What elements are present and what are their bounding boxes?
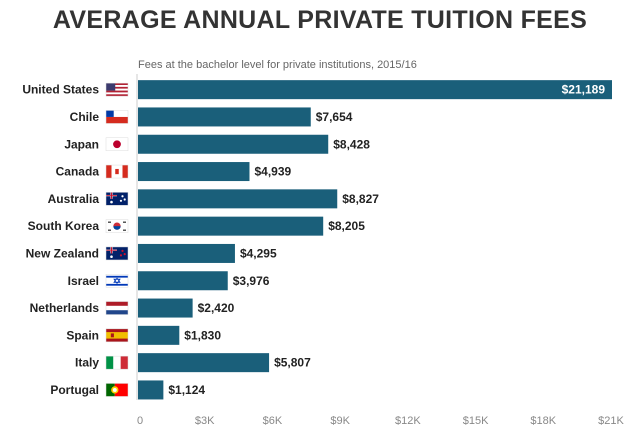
category-label: Portugal <box>50 383 99 397</box>
x-tick-label: $18K <box>530 415 556 427</box>
value-label: $8,428 <box>333 137 370 151</box>
category-label: Australia <box>48 192 100 206</box>
value-label: $5,807 <box>274 356 311 370</box>
category-label: Spain <box>66 328 99 342</box>
canada-flag-icon <box>105 164 129 179</box>
category-label: Japan <box>64 137 99 151</box>
x-tick-label: $21K <box>598 415 624 427</box>
japan-flag-icon <box>105 137 129 151</box>
x-tick-label: $15K <box>463 415 489 427</box>
bar-united-states <box>138 80 612 100</box>
new-zealand-flag-icon <box>105 246 129 261</box>
category-label: Israel <box>68 274 99 288</box>
spain-flag-icon <box>105 328 129 343</box>
bar-south-korea <box>138 216 324 236</box>
category-label: Canada <box>56 165 100 179</box>
value-label: $7,654 <box>316 110 353 124</box>
netherlands-flag-icon <box>105 301 129 315</box>
bar-chile <box>138 107 311 127</box>
portugal-flag-icon <box>105 383 129 397</box>
us-flag-icon <box>105 82 129 97</box>
value-label: $4,939 <box>254 165 291 179</box>
italy-flag-icon <box>105 355 129 370</box>
category-label: South Korea <box>28 219 100 233</box>
bar-japan <box>138 134 329 154</box>
israel-flag-icon <box>105 274 129 288</box>
bar-spain <box>138 325 180 345</box>
chart-subtitle: Fees at the bachelor level for private i… <box>138 59 417 71</box>
south-korea-flag-icon <box>105 219 129 233</box>
value-label: $1,124 <box>168 383 205 397</box>
category-label: Netherlands <box>30 301 100 315</box>
category-label: Italy <box>75 356 99 370</box>
value-label: $4,295 <box>240 246 277 260</box>
x-tick-label: $12K <box>395 415 421 427</box>
category-label: United States <box>22 83 99 97</box>
category-label: New Zealand <box>26 246 99 260</box>
bar-new-zealand <box>138 243 235 263</box>
bar-italy <box>138 353 270 373</box>
x-tick-label: 0 <box>137 415 143 427</box>
value-label: $1,830 <box>184 328 221 342</box>
bar-australia <box>138 189 338 209</box>
bar-netherlands <box>138 298 193 318</box>
bar-israel <box>138 271 228 291</box>
bar-portugal <box>138 380 164 400</box>
chart-title: AVERAGE ANNUAL PRIVATE TUITION FEES <box>52 6 588 34</box>
category-label: Chile <box>70 110 100 124</box>
x-tick-label: $9K <box>330 415 350 427</box>
value-label: $8,205 <box>328 219 365 233</box>
x-tick-label: $6K <box>263 415 283 427</box>
x-tick-label: $3K <box>195 415 215 427</box>
bar-canada <box>138 162 250 182</box>
chile-flag-icon <box>105 110 129 124</box>
value-label: $21,189 <box>562 83 606 97</box>
value-label: $3,976 <box>233 274 270 288</box>
australia-flag-icon <box>105 192 129 206</box>
value-label: $8,827 <box>342 192 379 206</box>
value-label: $2,420 <box>198 301 235 315</box>
